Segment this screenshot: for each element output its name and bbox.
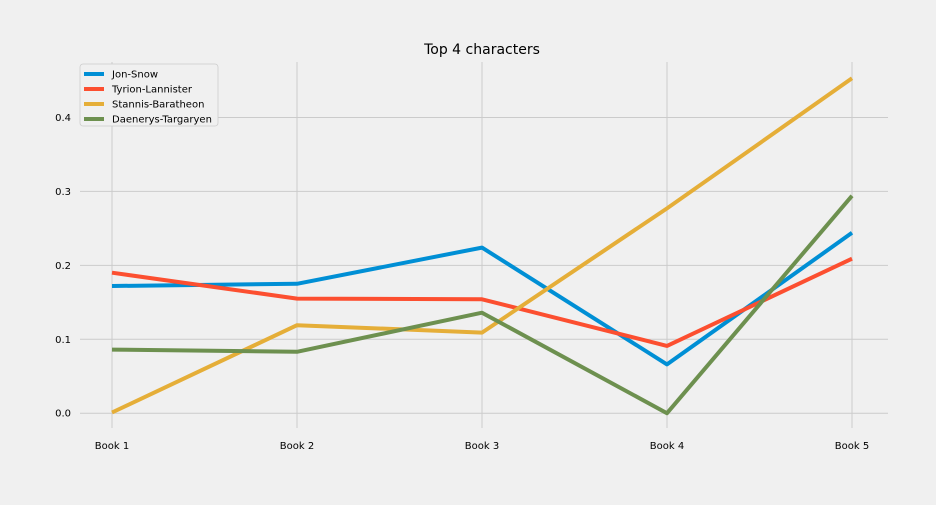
legend-label: Stannis-Baratheon [112,100,204,111]
y-tick-label: 0.4 [55,113,71,124]
x-tick-label: Book 1 [95,441,129,452]
x-tick-label: Book 4 [650,441,684,452]
legend: Jon-Snow Tyrion-Lannister Stannis-Baratheo… [80,64,218,126]
y-tick-label: 0.1 [55,335,71,346]
legend-label: Tyrion-Lannister [111,85,193,96]
y-tick-label: 0.0 [55,409,71,420]
legend-label: Jon-Snow [111,70,158,81]
x-tick-label: Book 3 [465,441,499,452]
x-tick-label: Book 5 [835,441,869,452]
legend-label: Daenerys-Targaryen [112,115,212,126]
chart-title: Top 4 characters [423,42,540,58]
x-tick-label: Book 2 [280,441,314,452]
y-tick-label: 0.2 [55,261,71,272]
y-tick-label: 0.3 [55,187,71,198]
